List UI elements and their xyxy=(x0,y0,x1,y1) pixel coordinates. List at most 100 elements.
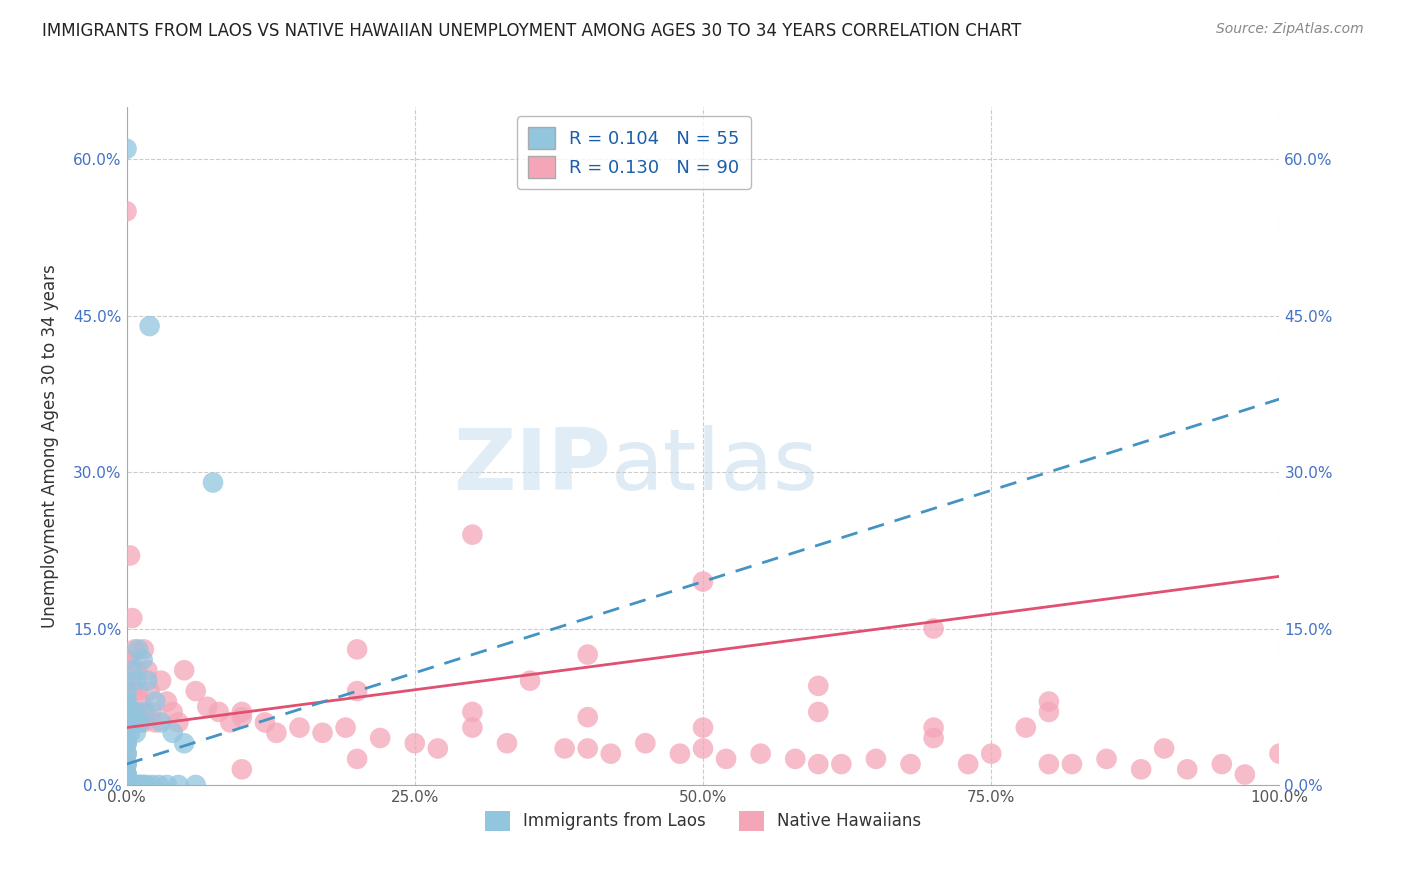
Point xyxy=(121,611,143,625)
Point xyxy=(115,778,138,792)
Text: atlas: atlas xyxy=(610,425,818,508)
Point xyxy=(115,726,138,740)
Point xyxy=(124,778,146,792)
Point xyxy=(134,705,156,719)
Point xyxy=(599,747,621,761)
Point xyxy=(115,726,138,740)
Point xyxy=(128,778,150,792)
Point xyxy=(1233,767,1256,781)
Point xyxy=(115,736,138,750)
Point xyxy=(634,736,657,750)
Point xyxy=(138,319,160,334)
Point xyxy=(461,527,484,541)
Point xyxy=(132,642,155,657)
Point xyxy=(576,741,599,756)
Point xyxy=(150,715,173,730)
Text: IMMIGRANTS FROM LAOS VS NATIVE HAWAIIAN UNEMPLOYMENT AMONG AGES 30 TO 34 YEARS C: IMMIGRANTS FROM LAOS VS NATIVE HAWAIIAN … xyxy=(42,22,1021,40)
Point xyxy=(132,715,155,730)
Point xyxy=(138,684,160,698)
Point xyxy=(807,757,830,772)
Point xyxy=(136,663,159,677)
Point xyxy=(865,752,887,766)
Point xyxy=(115,142,138,156)
Point xyxy=(115,715,138,730)
Point xyxy=(922,721,945,735)
Text: Source: ZipAtlas.com: Source: ZipAtlas.com xyxy=(1216,22,1364,37)
Y-axis label: Unemployment Among Ages 30 to 34 years: Unemployment Among Ages 30 to 34 years xyxy=(41,264,59,628)
Point xyxy=(496,736,519,750)
Point xyxy=(1175,762,1198,776)
Point xyxy=(124,642,146,657)
Point xyxy=(141,778,163,792)
Point xyxy=(346,642,368,657)
Point xyxy=(131,653,153,667)
Point xyxy=(127,778,149,792)
Point xyxy=(404,736,426,750)
Point xyxy=(131,705,153,719)
Point xyxy=(219,715,242,730)
Point xyxy=(115,767,138,781)
Point xyxy=(115,715,138,730)
Point xyxy=(145,694,166,708)
Point xyxy=(1268,747,1291,761)
Point xyxy=(167,715,190,730)
Point xyxy=(124,705,146,719)
Point xyxy=(156,694,179,708)
Point xyxy=(118,726,141,740)
Point xyxy=(231,705,253,719)
Point xyxy=(115,747,138,761)
Point xyxy=(692,574,714,589)
Point xyxy=(714,752,737,766)
Point xyxy=(136,673,159,688)
Point xyxy=(141,705,163,719)
Point xyxy=(1211,757,1233,772)
Point xyxy=(115,736,138,750)
Point xyxy=(115,767,138,781)
Point xyxy=(900,757,922,772)
Point xyxy=(115,778,138,792)
Point xyxy=(692,721,714,735)
Point xyxy=(1060,757,1083,772)
Point xyxy=(145,715,166,730)
Point xyxy=(115,726,138,740)
Point xyxy=(184,684,207,698)
Point xyxy=(132,778,155,792)
Point xyxy=(173,663,195,677)
Point xyxy=(115,705,138,719)
Point xyxy=(121,663,143,677)
Point xyxy=(208,705,231,719)
Point xyxy=(253,715,276,730)
Point xyxy=(368,731,391,745)
Text: ZIP: ZIP xyxy=(453,425,610,508)
Point xyxy=(346,752,368,766)
Point xyxy=(156,778,179,792)
Point xyxy=(311,726,333,740)
Point xyxy=(162,726,184,740)
Point xyxy=(127,642,149,657)
Point xyxy=(115,767,138,781)
Point xyxy=(125,673,148,688)
Point xyxy=(127,684,149,698)
Point xyxy=(266,726,288,740)
Point xyxy=(115,204,138,219)
Point xyxy=(1095,752,1118,766)
Point xyxy=(162,705,184,719)
Point xyxy=(115,747,138,761)
Point xyxy=(115,778,138,792)
Point xyxy=(519,673,541,688)
Point xyxy=(125,715,148,730)
Point xyxy=(115,705,138,719)
Point xyxy=(554,741,576,756)
Point xyxy=(830,757,852,772)
Point xyxy=(980,747,1002,761)
Point xyxy=(115,673,138,688)
Point xyxy=(461,705,484,719)
Point xyxy=(125,663,148,677)
Point xyxy=(922,622,945,636)
Point xyxy=(1038,705,1060,719)
Point xyxy=(121,778,143,792)
Point xyxy=(118,653,141,667)
Point xyxy=(125,726,148,740)
Point xyxy=(115,694,138,708)
Point xyxy=(115,653,138,667)
